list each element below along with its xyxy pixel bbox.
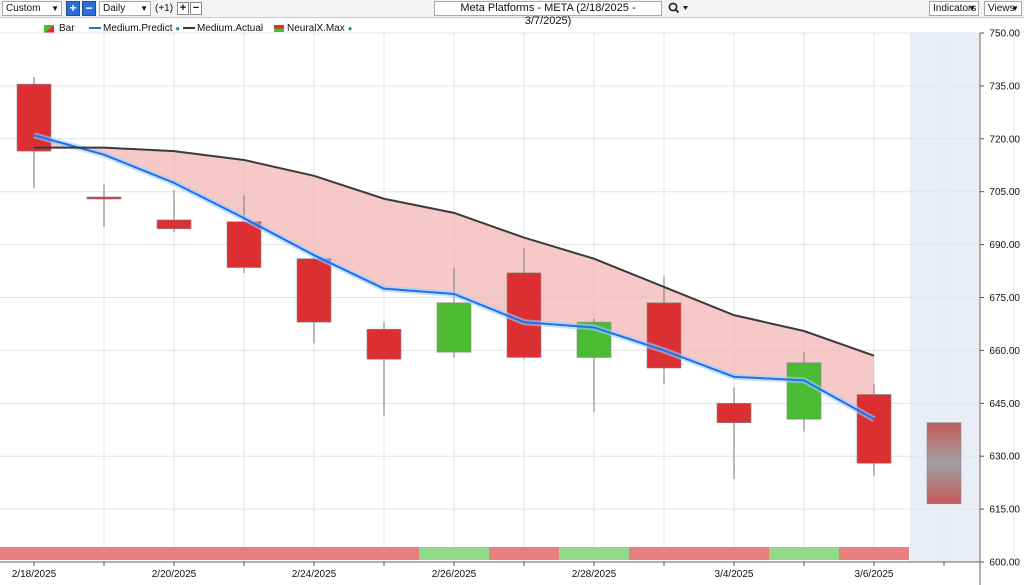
interval-select[interactable]: Daily ▼ [99,1,151,16]
signal-cell [279,547,349,560]
candle-body [226,221,262,268]
y-tick-label: 735.00 [989,81,1020,92]
legend-label: Medium.Predict [103,23,173,34]
toolbar: Custom ▼ + − Daily ▼ (+1) + − Meta Platf… [0,0,1024,27]
x-tick-label: 2/18/2025 [12,569,57,580]
y-tick-label: 660.00 [989,346,1020,357]
chevron-down-icon: ▼ [140,4,148,13]
line-swatch-icon [89,27,101,29]
magnifier-icon [668,2,688,14]
zoom-in-button[interactable]: + [66,1,80,16]
y-tick-label: 615.00 [989,505,1020,516]
symbol-title-field[interactable]: Meta Platforms - META (2/18/2025 - 3/7/2… [434,1,662,27]
x-axis: 2/18/2025 2/20/2025 2/24/2025 2/26/2025 2/28… [0,561,980,580]
x-tick-label: 3/4/2025 [715,569,754,580]
x-tick-label: 2/24/2025 [292,569,337,580]
signal-cell [209,547,279,560]
signal-cell [559,547,629,560]
offset-label: (+1) [155,3,174,14]
medium-actual-line [34,146,875,357]
y-tick-label: 630.00 [989,452,1020,463]
medium-predict-line [33,134,875,421]
signal-cell [349,547,419,560]
signal-cell [629,547,699,560]
candle-body [296,258,332,323]
candle-body [646,302,682,369]
bar-swatch-icon [274,25,284,32]
candle-body [156,219,192,230]
legend-item-bar[interactable]: Bar [44,22,75,35]
signal-cell [69,547,139,560]
signal-strip [0,547,909,560]
chevron-down-icon: ▼ [51,4,59,13]
legend-label: Bar [59,23,75,34]
y-tick-label: 690.00 [989,240,1020,251]
offset-plus-button[interactable]: + [177,2,189,15]
info-dot-icon: ● [347,24,353,33]
indicators-label: Indicators [933,3,977,14]
signal-cell [489,547,559,560]
candle-body [366,328,402,360]
candle-body [86,196,122,200]
candle-body [716,402,752,423]
views-label: Views [988,3,1015,14]
legend-label: Medium.Actual [197,23,264,34]
signal-cell [699,547,769,560]
bar-swatch-icon [44,25,54,33]
y-tick-label: 720.00 [989,134,1020,145]
candle-body [436,302,472,353]
y-tick-label: 600.00 [989,558,1020,569]
candle-body [856,394,892,464]
y-tick-label: 675.00 [989,293,1020,304]
offset-minus-button[interactable]: − [190,2,202,15]
indicators-button[interactable]: Indicators ▼ [929,1,979,16]
candle-body [786,362,822,420]
legend-item-medium-predict[interactable]: Medium.Predict ● [89,22,180,35]
forecast-bar [926,422,962,505]
line-swatch-icon [183,27,195,29]
legend-label: NeuralX.Max [287,23,345,34]
zoom-out-button[interactable]: − [82,1,96,16]
preset-select[interactable]: Custom ▼ [2,1,62,16]
x-tick-label: 2/20/2025 [152,569,197,580]
signal-cell [839,547,909,560]
signal-cell [419,547,489,560]
preset-value: Custom [6,3,41,14]
y-tick-label: 750.00 [989,29,1020,40]
forecast-bar-body [926,422,962,505]
signal-cell [0,547,69,560]
x-tick-label: 2/28/2025 [572,569,617,580]
search-button[interactable] [667,1,691,16]
chevron-down-icon: ▼ [968,4,976,13]
x-tick-label: 2/26/2025 [432,569,477,580]
y-tick-label: 645.00 [989,399,1020,410]
price-chart[interactable]: 750.00 735.00 720.00 705.00 690.00 675.00 660.… [0,18,1024,585]
legend-item-neuralx-max[interactable]: NeuralX.Max ● [274,22,352,35]
signal-cell [139,547,209,560]
legend-item-medium-actual[interactable]: Medium.Actual [183,22,263,35]
views-button[interactable]: Views ▼ [984,1,1022,16]
y-tick-label: 705.00 [989,187,1020,198]
chevron-down-icon: ▼ [1011,4,1019,13]
info-dot-icon: ● [175,24,181,33]
y-axis: 750.00 735.00 720.00 705.00 690.00 675.00 660.… [979,29,1020,585]
x-tick-label: 3/6/2025 [855,569,894,580]
signal-cell [769,547,839,560]
interval-value: Daily [103,3,126,14]
